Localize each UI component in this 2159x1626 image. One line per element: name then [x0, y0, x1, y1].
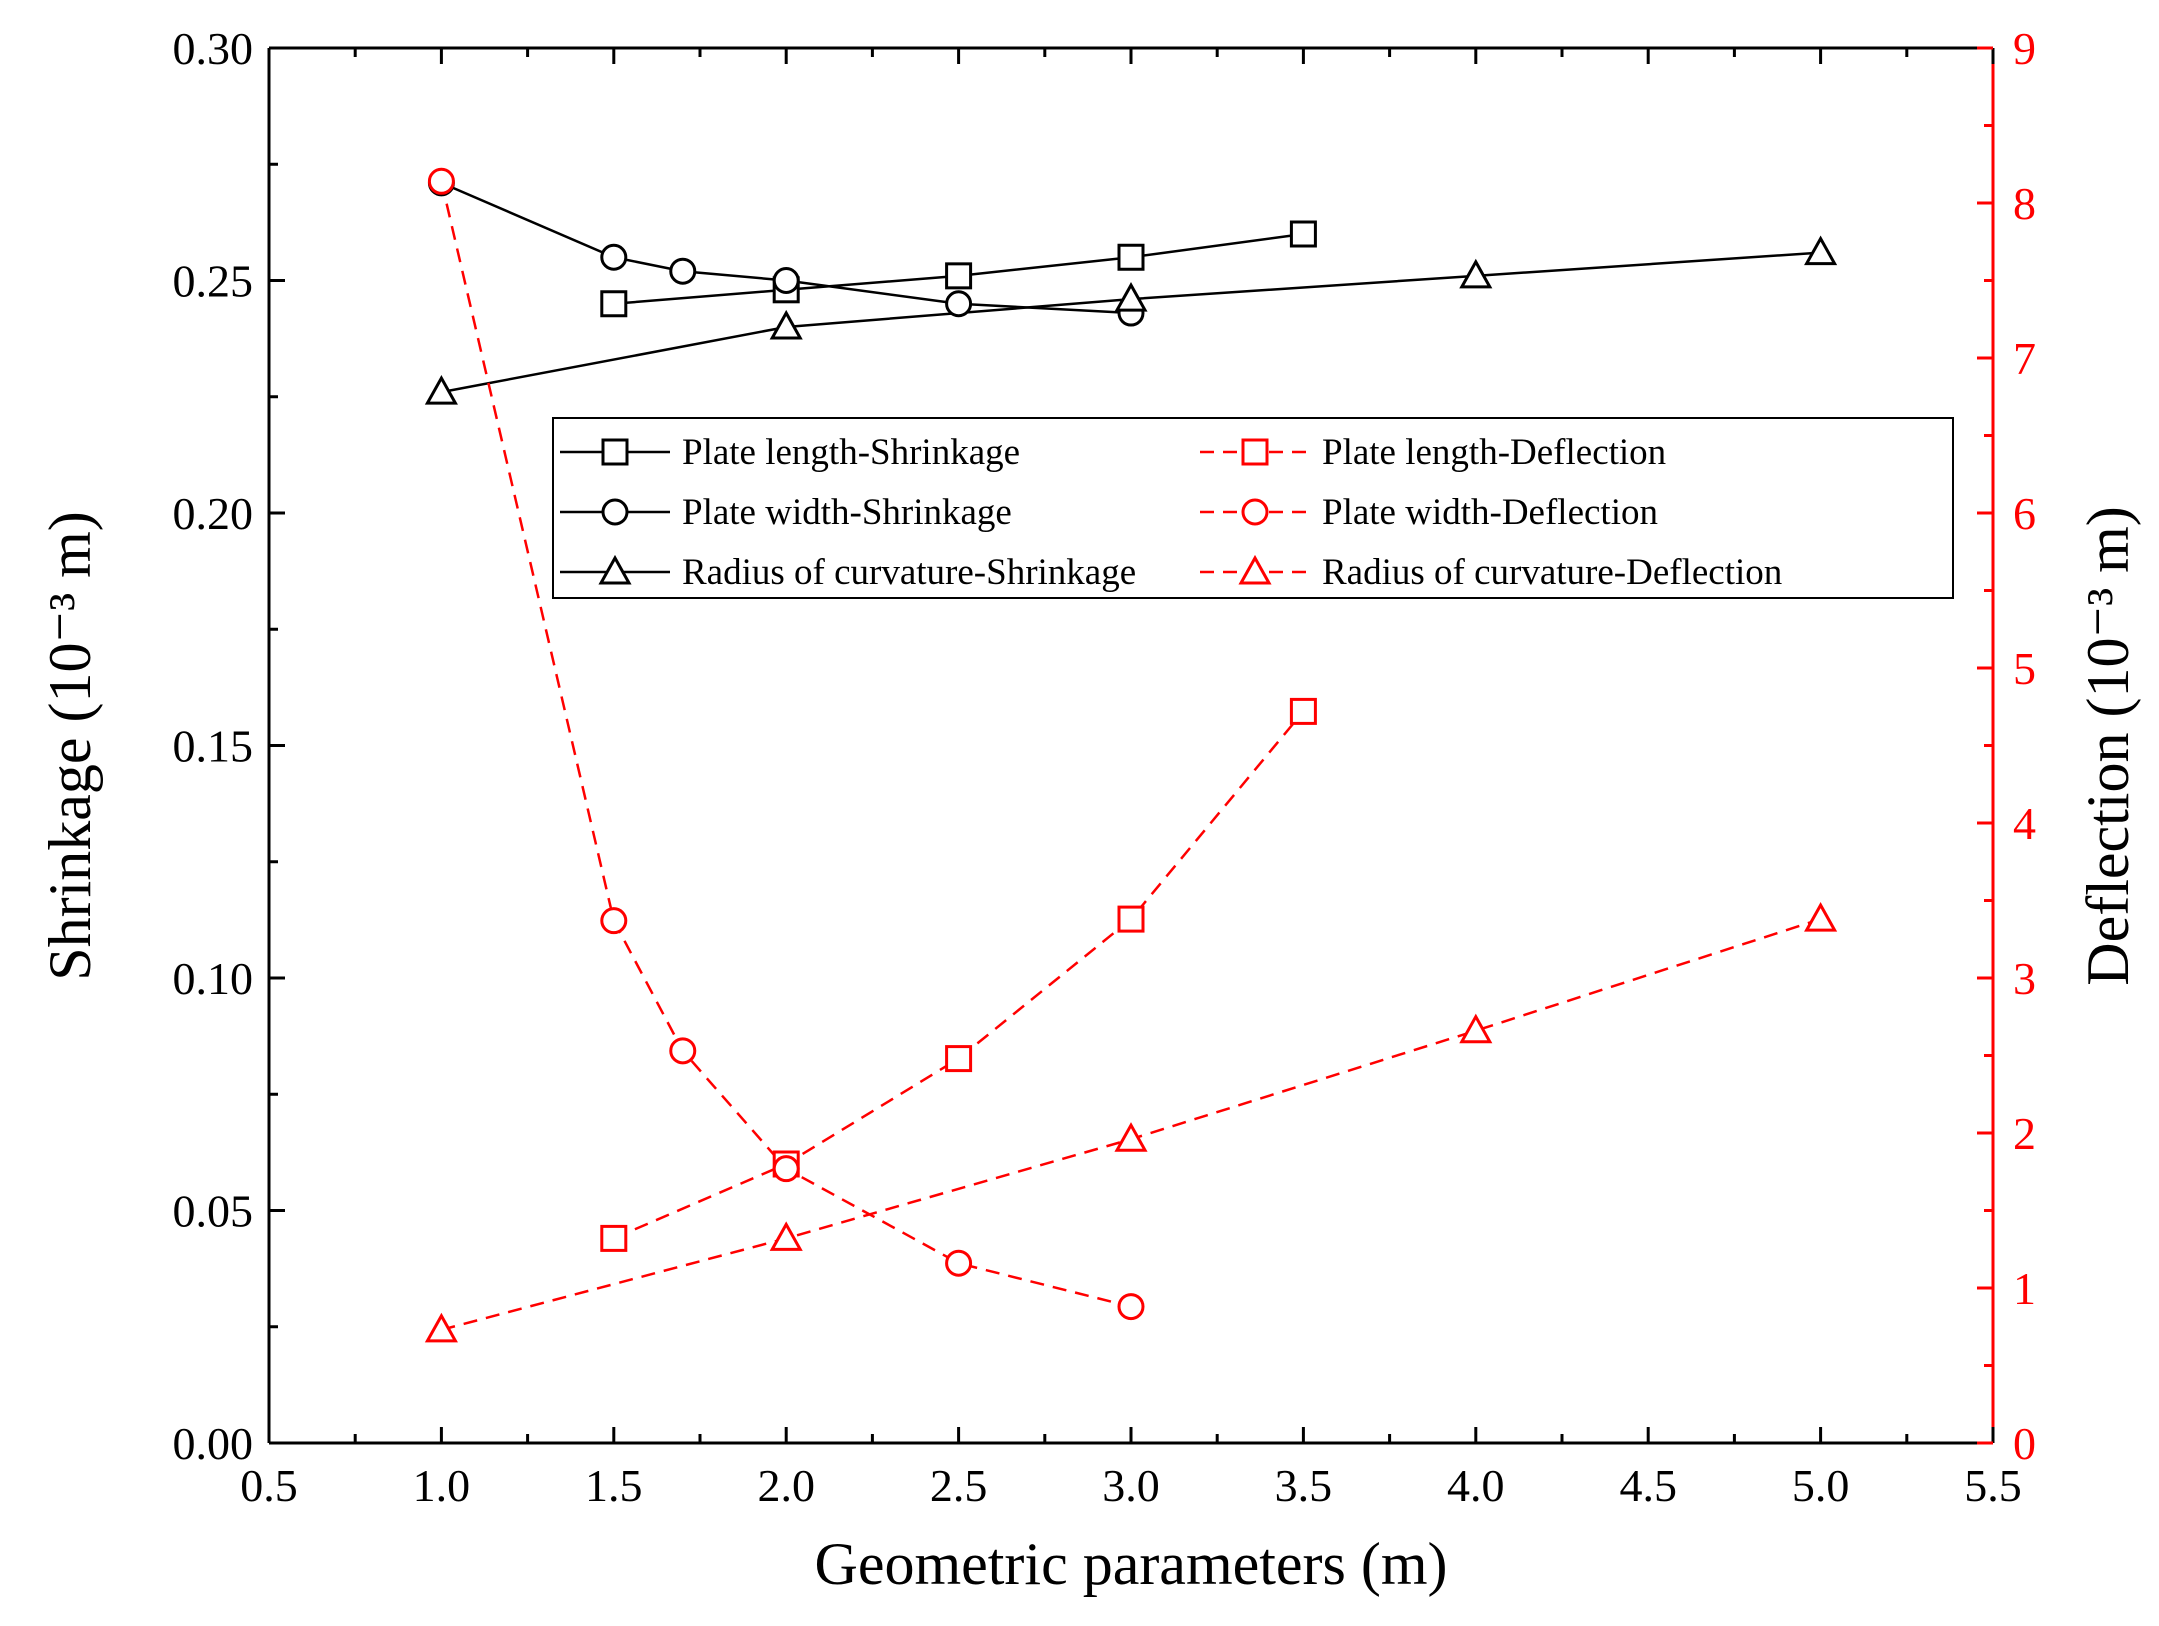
data-point-triangle [769, 309, 803, 340]
legend-label: Radius of curvature-Shrinkage [682, 552, 1136, 593]
data-point-square [1117, 905, 1145, 933]
data-point-square [945, 262, 973, 290]
legend-label: Plate length-Shrinkage [682, 432, 1020, 473]
left-y-axis-title: Shrinkage (10⁻³ m) [37, 511, 103, 981]
data-point-circle [669, 257, 697, 285]
right-y-tick-label: 3 [2013, 953, 2036, 1004]
x-tick-label: 1.5 [585, 1460, 643, 1511]
left-y-tick-label: 0.20 [173, 488, 254, 539]
left-y-tick-label: 0.05 [173, 1186, 254, 1237]
x-tick-label: 3.5 [1275, 1460, 1333, 1511]
legend-marker-circle [1241, 498, 1269, 526]
x-tick-label: 3.0 [1102, 1460, 1160, 1511]
x-tick-label: 2.5 [930, 1460, 988, 1511]
data-point-square [1289, 697, 1317, 725]
right-y-tick-label: 5 [2013, 643, 2036, 694]
legend-marker-square [601, 438, 629, 466]
data-point-circle [427, 167, 455, 195]
data-point-triangle [424, 375, 458, 405]
data-point-circle [772, 267, 800, 294]
left-y-tick-label: 0.00 [173, 1418, 254, 1469]
right-y-tick-label: 6 [2013, 488, 2036, 539]
data-point-circle [772, 1155, 800, 1183]
x-axis-ticks: 0.5 1.0 1.5 2.0 2.5 3.0 3.5 4.0 4.5 5.0 5.5 [240, 48, 2022, 1511]
right-y-tick-label: 2 [2013, 1108, 2036, 1159]
x-tick-label: 4.0 [1447, 1460, 1505, 1511]
data-point-triangle [1459, 258, 1493, 289]
series-line-plate-width-shrinkage [440, 181, 1132, 315]
data-point-triangle [1804, 902, 1838, 932]
data-point-circle [1117, 1293, 1145, 1321]
data-point-triangle [1114, 282, 1148, 312]
legend-label: Radius of curvature-Deflection [1322, 552, 1782, 593]
series-markers [424, 167, 1838, 1343]
left-y-tick-label: 0.30 [173, 23, 254, 74]
data-point-square [600, 290, 628, 318]
legend-marker-square [1241, 438, 1269, 466]
data-point-triangle [424, 1312, 458, 1343]
x-axis-title: Geometric parameters (m) [814, 1531, 1447, 1597]
right-y-tick-label: 1 [2013, 1263, 2036, 1314]
legend-marker-circle [601, 498, 629, 526]
left-y-axis-ticks: 0.00 0.05 0.10 0.15 0.20 0.25 0.30 [173, 23, 285, 1469]
data-point-square [600, 1224, 628, 1252]
legend: Plate length-Shrinkage Plate length-Defle… [552, 417, 1954, 599]
legend-label: Plate width-Deflection [1322, 492, 1658, 533]
data-point-triangle [769, 1221, 803, 1251]
data-point-circle [945, 1249, 973, 1277]
right-y-tick-label: 9 [2013, 23, 2036, 74]
data-point-triangle [1114, 1122, 1148, 1152]
left-y-tick-label: 0.15 [173, 721, 254, 772]
x-tick-label: 5.5 [1964, 1460, 2022, 1511]
data-point-triangle [1804, 235, 1838, 266]
legend-entries: Plate length-Shrinkage Plate length-Defle… [560, 432, 1782, 593]
legend-marker-triangle [1238, 554, 1272, 585]
right-y-tick-label: 8 [2013, 178, 2036, 229]
legend-label: Plate length-Deflection [1322, 432, 1666, 473]
series-lines [440, 181, 1821, 1332]
right-y-tick-label: 4 [2013, 798, 2036, 849]
legend-label: Plate width-Shrinkage [682, 492, 1012, 533]
data-point-circle [600, 907, 628, 935]
right-y-axis-title: Deflection (10⁻³ m) [2075, 506, 2141, 986]
x-tick-label: 0.5 [240, 1460, 298, 1511]
x-tick-label: 1.0 [413, 1460, 471, 1511]
data-point-square [1117, 243, 1145, 271]
data-point-triangle [1459, 1013, 1493, 1044]
series-line-plate-length-deflection [613, 710, 1305, 1240]
x-tick-label: 4.5 [1619, 1460, 1677, 1511]
x-tick-label: 5.0 [1792, 1460, 1850, 1511]
right-y-tick-label: 0 [2013, 1418, 2036, 1469]
x-tick-label: 2.0 [757, 1460, 815, 1511]
data-point-circle [600, 243, 628, 271]
data-point-square [1289, 220, 1317, 248]
data-point-square [945, 1045, 973, 1073]
data-point-circle [669, 1037, 697, 1065]
series-line-plate-width-deflection [440, 181, 1132, 1308]
right-y-tick-label: 7 [2013, 333, 2036, 384]
legend-marker-triangle [598, 554, 632, 585]
data-point-circle [945, 290, 973, 318]
left-y-tick-label: 0.10 [173, 953, 254, 1004]
left-y-tick-label: 0.25 [173, 256, 254, 307]
right-y-axis-ticks: 0 1 2 3 4 5 6 7 8 9 [1977, 23, 2036, 1469]
